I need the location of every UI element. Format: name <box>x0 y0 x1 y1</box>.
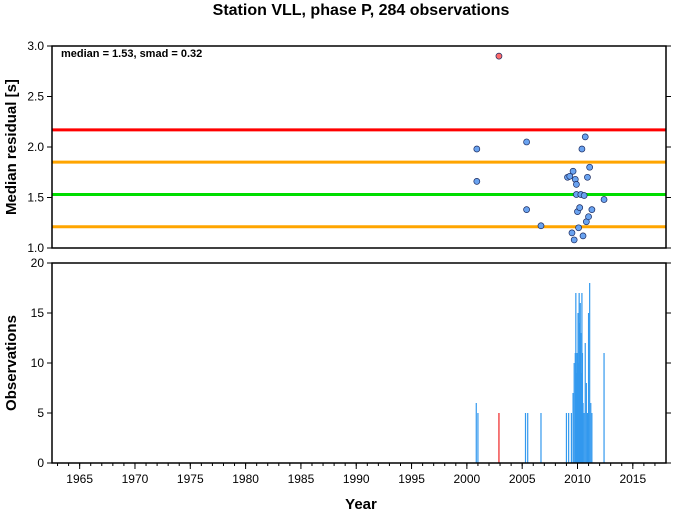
residual-point <box>566 172 574 180</box>
residual-point <box>580 192 588 199</box>
x-tick-label: 2015 <box>619 472 646 486</box>
residual-point <box>573 181 580 188</box>
y-tick-label: 2.5 <box>27 90 44 104</box>
residual-point <box>575 224 582 232</box>
observations-panel: 0 5 10 15 20 1965 1970 1975 1980 1985 1990 1995 200… <box>3 256 671 511</box>
y-tick-label: 15 <box>31 306 45 320</box>
y-tick-label: 3.0 <box>27 39 44 53</box>
residual-point <box>569 167 577 175</box>
x-tick-label: 2005 <box>509 472 536 486</box>
residual-point <box>585 213 592 221</box>
residual-point <box>568 229 576 237</box>
residual-panel: 1.0 1.5 2.0 2.5 3.0 median = 1.53, smad = 0.… <box>3 39 671 255</box>
residual-points <box>473 52 608 244</box>
residual-point <box>576 204 584 211</box>
x-tick-label: 1985 <box>288 472 315 486</box>
residual-point <box>473 145 481 153</box>
year-x-ticks: 1965 1970 1975 1980 1985 1990 1995 2000 2005 2010… <box>57 463 656 486</box>
x-tick-label: 2010 <box>564 472 591 486</box>
y-tick-label: 20 <box>31 256 45 270</box>
residual-point <box>579 232 587 240</box>
residual-point <box>473 177 481 185</box>
residual-panel-frame <box>51 45 667 249</box>
observation-bars <box>475 283 605 463</box>
x-tick-label: 1995 <box>398 472 425 486</box>
x-axis-label: Year <box>345 496 377 511</box>
chart-title: Station VLL, phase P, 284 observations <box>213 2 510 19</box>
residual-point <box>523 138 530 146</box>
residual-point <box>523 206 530 213</box>
x-tick-label: 2000 <box>454 472 481 486</box>
residual-point <box>570 236 578 244</box>
x-tick-label: 1970 <box>122 472 149 486</box>
residual-point <box>586 163 594 171</box>
reference-lines <box>52 128 666 229</box>
x-tick-label: 1980 <box>232 472 259 486</box>
residual-point <box>584 173 591 181</box>
y-tick-label: 5 <box>37 406 44 420</box>
residual-point <box>600 196 608 203</box>
residual-point <box>537 222 545 230</box>
stats-annotation: median = 1.53, smad = 0.32 <box>61 48 202 60</box>
x-tick-label: 1975 <box>177 472 204 486</box>
residual-y-ticks: 1.0 1.5 2.0 2.5 3.0 <box>27 39 671 255</box>
observations-y-axis-label: Observations <box>3 315 20 411</box>
residual-y-axis-label: Median residual [s] <box>3 79 20 215</box>
residual-point <box>578 145 586 153</box>
residual-point <box>588 206 596 213</box>
x-tick-label: 1965 <box>66 472 93 486</box>
observations-y-ticks: 0 5 10 15 20 <box>31 256 671 470</box>
y-tick-label: 1.5 <box>27 191 44 205</box>
y-tick-label: 0 <box>37 456 44 470</box>
outlier-point <box>495 52 503 60</box>
x-tick-label: 1990 <box>343 472 370 486</box>
residual-point <box>581 133 589 141</box>
y-tick-label: 10 <box>31 356 45 370</box>
y-tick-label: 2.0 <box>27 140 44 154</box>
y-tick-label: 1.0 <box>27 241 44 255</box>
